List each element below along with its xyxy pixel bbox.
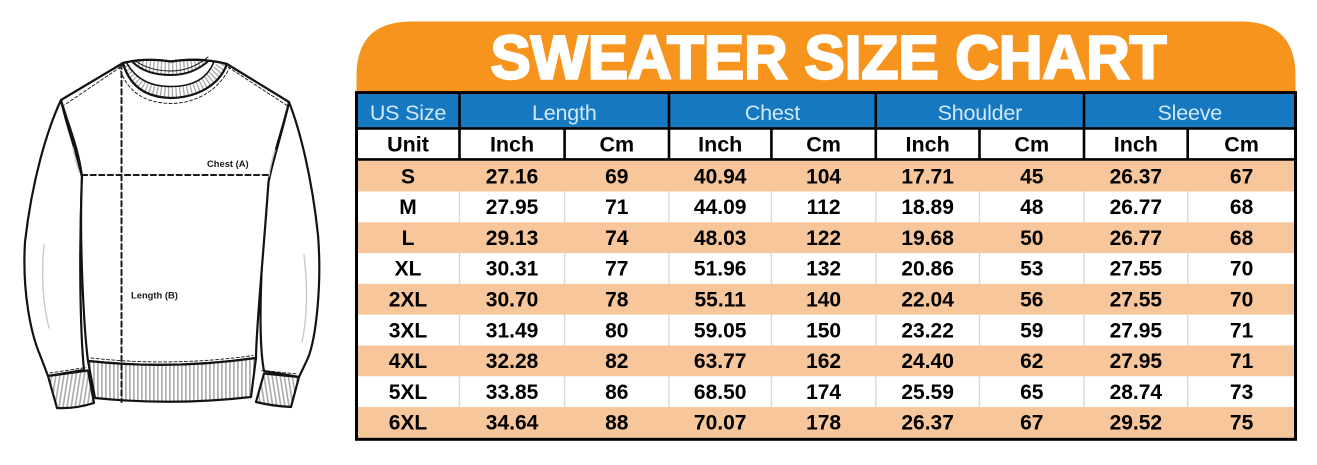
svg-text:67: 67 [1230, 165, 1253, 188]
svg-text:3XL: 3XL [389, 319, 428, 342]
svg-text:22.04: 22.04 [901, 288, 954, 311]
svg-text:53: 53 [1020, 258, 1043, 281]
svg-text:67: 67 [1020, 412, 1043, 435]
svg-text:34.64: 34.64 [486, 412, 539, 435]
svg-text:32.28: 32.28 [486, 350, 539, 373]
svg-text:Shoulder: Shoulder [938, 101, 1023, 125]
svg-text:25.59: 25.59 [901, 381, 954, 404]
svg-text:150: 150 [806, 319, 841, 342]
svg-text:55.11: 55.11 [694, 288, 746, 311]
svg-text:33.85: 33.85 [486, 381, 539, 404]
svg-text:140: 140 [806, 288, 841, 311]
svg-text:29.13: 29.13 [486, 227, 539, 250]
svg-text:77: 77 [605, 258, 628, 281]
svg-text:174: 174 [806, 381, 841, 404]
svg-text:69: 69 [605, 165, 628, 188]
svg-text:18.89: 18.89 [901, 196, 954, 219]
svg-text:31.49: 31.49 [486, 319, 539, 342]
svg-text:26.77: 26.77 [1110, 227, 1163, 250]
svg-text:27.95: 27.95 [486, 196, 539, 219]
svg-text:68: 68 [1230, 227, 1254, 250]
svg-text:45: 45 [1020, 165, 1044, 188]
svg-text:Sleeve: Sleeve [1158, 101, 1223, 125]
svg-text:27.95: 27.95 [1110, 350, 1163, 373]
svg-text:SWEATER SIZE CHART: SWEATER SIZE CHART [491, 24, 1167, 92]
svg-text:71: 71 [1230, 350, 1254, 373]
svg-text:82: 82 [605, 350, 628, 373]
svg-text:88: 88 [605, 412, 629, 435]
svg-text:28.74: 28.74 [1110, 381, 1163, 404]
svg-text:50: 50 [1020, 227, 1043, 250]
svg-text:4XL: 4XL [389, 350, 428, 373]
svg-text:XL: XL [395, 258, 422, 281]
svg-text:27.55: 27.55 [1110, 258, 1163, 281]
svg-text:5XL: 5XL [389, 381, 428, 404]
svg-text:75: 75 [1230, 412, 1254, 435]
svg-text:104: 104 [806, 165, 841, 188]
svg-text:178: 178 [806, 412, 841, 435]
svg-text:122: 122 [806, 227, 841, 250]
svg-text:Cm: Cm [599, 132, 634, 156]
svg-text:65: 65 [1020, 381, 1044, 404]
svg-text:29.52: 29.52 [1110, 412, 1163, 435]
svg-text:26.77: 26.77 [1110, 196, 1163, 219]
svg-text:73: 73 [1230, 381, 1253, 404]
svg-text:23.22: 23.22 [901, 319, 954, 342]
svg-text:63.77: 63.77 [694, 350, 747, 373]
svg-text:62: 62 [1020, 350, 1043, 373]
svg-text:48: 48 [1020, 196, 1044, 219]
svg-text:Unit: Unit [387, 132, 429, 156]
svg-text:27.95: 27.95 [1110, 319, 1163, 342]
svg-text:30.70: 30.70 [486, 288, 539, 311]
svg-text:162: 162 [806, 350, 841, 373]
svg-text:27.16: 27.16 [486, 165, 539, 188]
svg-text:112: 112 [807, 196, 841, 219]
svg-text:Chest: Chest [745, 101, 800, 125]
svg-text:74: 74 [605, 227, 629, 250]
svg-text:78: 78 [605, 288, 629, 311]
svg-text:17.71: 17.71 [901, 165, 954, 188]
svg-text:70.07: 70.07 [694, 412, 747, 435]
svg-text:27.55: 27.55 [1110, 288, 1163, 311]
svg-text:26.37: 26.37 [1110, 165, 1163, 188]
svg-text:20.86: 20.86 [901, 258, 954, 281]
svg-text:40.94: 40.94 [694, 165, 747, 188]
svg-text:71: 71 [605, 196, 629, 219]
svg-text:L: L [402, 227, 415, 250]
svg-text:51.96: 51.96 [694, 258, 747, 281]
svg-text:59: 59 [1020, 319, 1043, 342]
svg-text:24.40: 24.40 [901, 350, 954, 373]
svg-text:Cm: Cm [806, 132, 841, 156]
svg-text:68.50: 68.50 [694, 381, 747, 404]
svg-text:70: 70 [1230, 288, 1253, 311]
svg-text:56: 56 [1020, 288, 1043, 311]
svg-text:70: 70 [1230, 258, 1253, 281]
svg-text:Inch: Inch [490, 132, 534, 156]
svg-text:71: 71 [1230, 319, 1254, 342]
svg-text:Cm: Cm [1014, 132, 1049, 156]
svg-text:6XL: 6XL [389, 412, 428, 435]
svg-text:48.03: 48.03 [694, 227, 747, 250]
svg-text:132: 132 [806, 258, 841, 281]
svg-text:59.05: 59.05 [694, 319, 747, 342]
svg-text:2XL: 2XL [389, 288, 428, 311]
svg-text:68: 68 [1230, 196, 1254, 219]
svg-text:Inch: Inch [698, 132, 742, 156]
svg-text:Cm: Cm [1224, 132, 1259, 156]
svg-text:Length: Length [532, 101, 597, 125]
svg-text:Inch: Inch [906, 132, 950, 156]
svg-text:US Size: US Size [370, 101, 446, 125]
svg-text:30.31: 30.31 [486, 258, 539, 281]
svg-text:Inch: Inch [1114, 132, 1158, 156]
svg-text:80: 80 [605, 319, 628, 342]
svg-text:26.37: 26.37 [901, 412, 954, 435]
svg-text:44.09: 44.09 [694, 196, 747, 219]
svg-text:Chest (A): Chest (A) [207, 158, 249, 169]
svg-text:M: M [399, 196, 417, 219]
svg-text:86: 86 [605, 381, 628, 404]
svg-text:19.68: 19.68 [901, 227, 954, 250]
svg-text:Length (B): Length (B) [131, 290, 178, 301]
svg-text:S: S [401, 165, 415, 188]
